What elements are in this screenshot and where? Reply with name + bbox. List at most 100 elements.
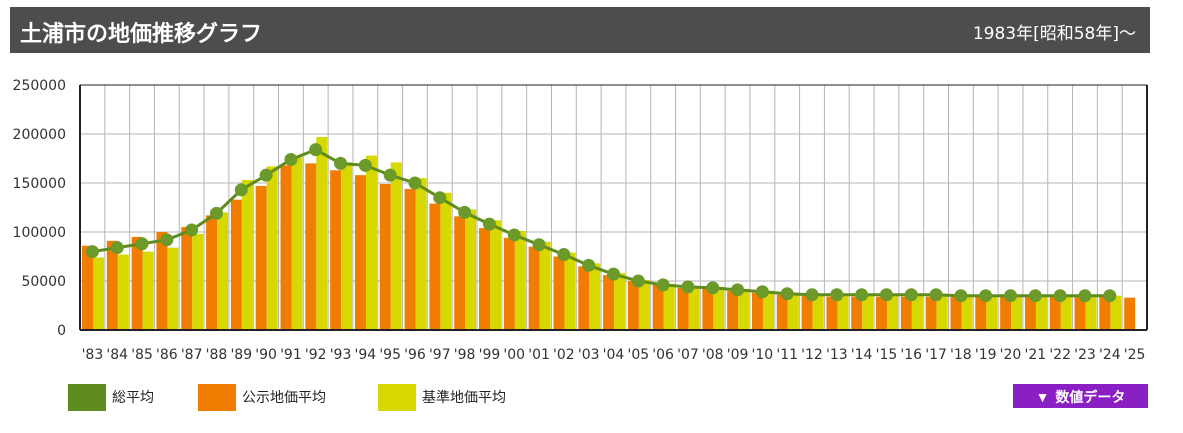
bar-official [454, 216, 466, 330]
point-overall [855, 288, 869, 302]
bar-standard [961, 295, 973, 330]
x-tick-label: '84 [106, 347, 128, 363]
y-tick-label: 100000 [13, 225, 66, 241]
bar-official [677, 287, 689, 330]
bar-official [206, 215, 218, 330]
point-overall [185, 223, 199, 237]
bar-standard [167, 247, 179, 330]
x-tick-label: '97 [429, 347, 451, 363]
bar-standard [266, 166, 278, 330]
point-overall [284, 152, 298, 166]
point-overall [309, 143, 323, 157]
bar-standard [415, 178, 427, 330]
bar-official [255, 185, 267, 330]
bar-official [230, 199, 242, 330]
x-tick-label: '08 [702, 347, 724, 363]
point-overall [879, 288, 893, 302]
legend-label-overall: 総平均 [112, 390, 154, 406]
point-overall [507, 228, 521, 242]
bar-official [131, 236, 143, 330]
x-tick-label: '21 [1025, 347, 1047, 363]
point-overall [1078, 289, 1092, 303]
point-overall [1053, 289, 1067, 303]
bar-standard [663, 283, 675, 330]
bar-official [354, 175, 366, 330]
point-overall [582, 258, 596, 272]
bar-official [305, 163, 317, 330]
point-overall [160, 233, 174, 247]
numeric-data-button[interactable]: ▼ 数値データ [1013, 384, 1148, 408]
point-overall [334, 156, 348, 170]
bar-standard [936, 295, 948, 330]
bar-standard [638, 280, 650, 330]
point-overall [805, 288, 819, 302]
x-tick-label: '16 [900, 347, 922, 363]
x-tick-label: '94 [355, 347, 377, 363]
bar-standard [713, 286, 725, 330]
x-tick-label: '86 [156, 347, 178, 363]
legend-swatch-official [198, 384, 236, 411]
x-tick-label: '07 [677, 347, 699, 363]
bar-standard [1110, 295, 1122, 330]
bar-official [503, 237, 515, 330]
x-tick-label: '11 [776, 347, 798, 363]
point-overall [656, 278, 670, 292]
bar-standard [440, 192, 452, 330]
bar-official [553, 256, 565, 330]
bar-standard [1011, 295, 1023, 330]
x-tick-label: '83 [82, 347, 104, 363]
x-tick-label: '92 [305, 347, 327, 363]
bar-standard [142, 251, 154, 330]
point-overall [731, 283, 745, 297]
x-tick-label: '00 [503, 347, 525, 363]
point-overall [755, 285, 769, 299]
x-tick-label: '19 [975, 347, 997, 363]
y-tick-label: 50000 [21, 274, 66, 290]
x-tick-label: '17 [925, 347, 947, 363]
legend-swatch-overall [68, 384, 106, 411]
bar-standard [564, 252, 576, 330]
x-tick-label: '93 [330, 347, 352, 363]
point-overall [607, 267, 620, 281]
x-tick-label: '90 [255, 347, 277, 363]
bar-official [181, 227, 193, 330]
bar-official [975, 296, 987, 330]
bar-standard [589, 263, 601, 330]
point-overall [1004, 289, 1018, 303]
bar-standard [1085, 295, 1097, 330]
bar-official [1124, 297, 1136, 330]
x-tick-label: '85 [131, 347, 153, 363]
point-overall [408, 176, 422, 190]
bar-standard [762, 290, 774, 330]
chart-header: 土浦市の地価推移グラフ 1983年[昭和58年]～ [10, 7, 1150, 53]
bar-official [603, 275, 615, 330]
point-overall [706, 281, 720, 295]
x-tick-label: '95 [379, 347, 401, 363]
bar-official [851, 296, 863, 330]
x-tick-label: '89 [230, 347, 252, 363]
bar-standard [837, 295, 849, 330]
bar-standard [887, 295, 899, 330]
x-tick-label: '14 [851, 347, 873, 363]
bar-official [1099, 296, 1111, 330]
bar-official [702, 288, 714, 330]
numeric-data-button-label: 数値データ [1055, 389, 1126, 405]
bar-official [652, 284, 664, 330]
bar-official [727, 290, 739, 330]
x-tick-label: '05 [627, 347, 649, 363]
x-tick-label: '24 [1099, 347, 1121, 363]
y-tick-label: 200000 [13, 127, 66, 143]
y-tick-label: 150000 [13, 176, 66, 192]
x-tick-label: '18 [950, 347, 972, 363]
bar-standard [217, 212, 229, 330]
point-overall [383, 168, 397, 182]
bar-official [776, 294, 788, 330]
bar-standard [1060, 295, 1072, 330]
bar-standard [316, 136, 328, 330]
bar-official [925, 296, 937, 330]
bar-standard [911, 295, 923, 330]
point-overall [209, 206, 223, 220]
bar-official [876, 296, 888, 330]
bar-official [627, 281, 639, 330]
